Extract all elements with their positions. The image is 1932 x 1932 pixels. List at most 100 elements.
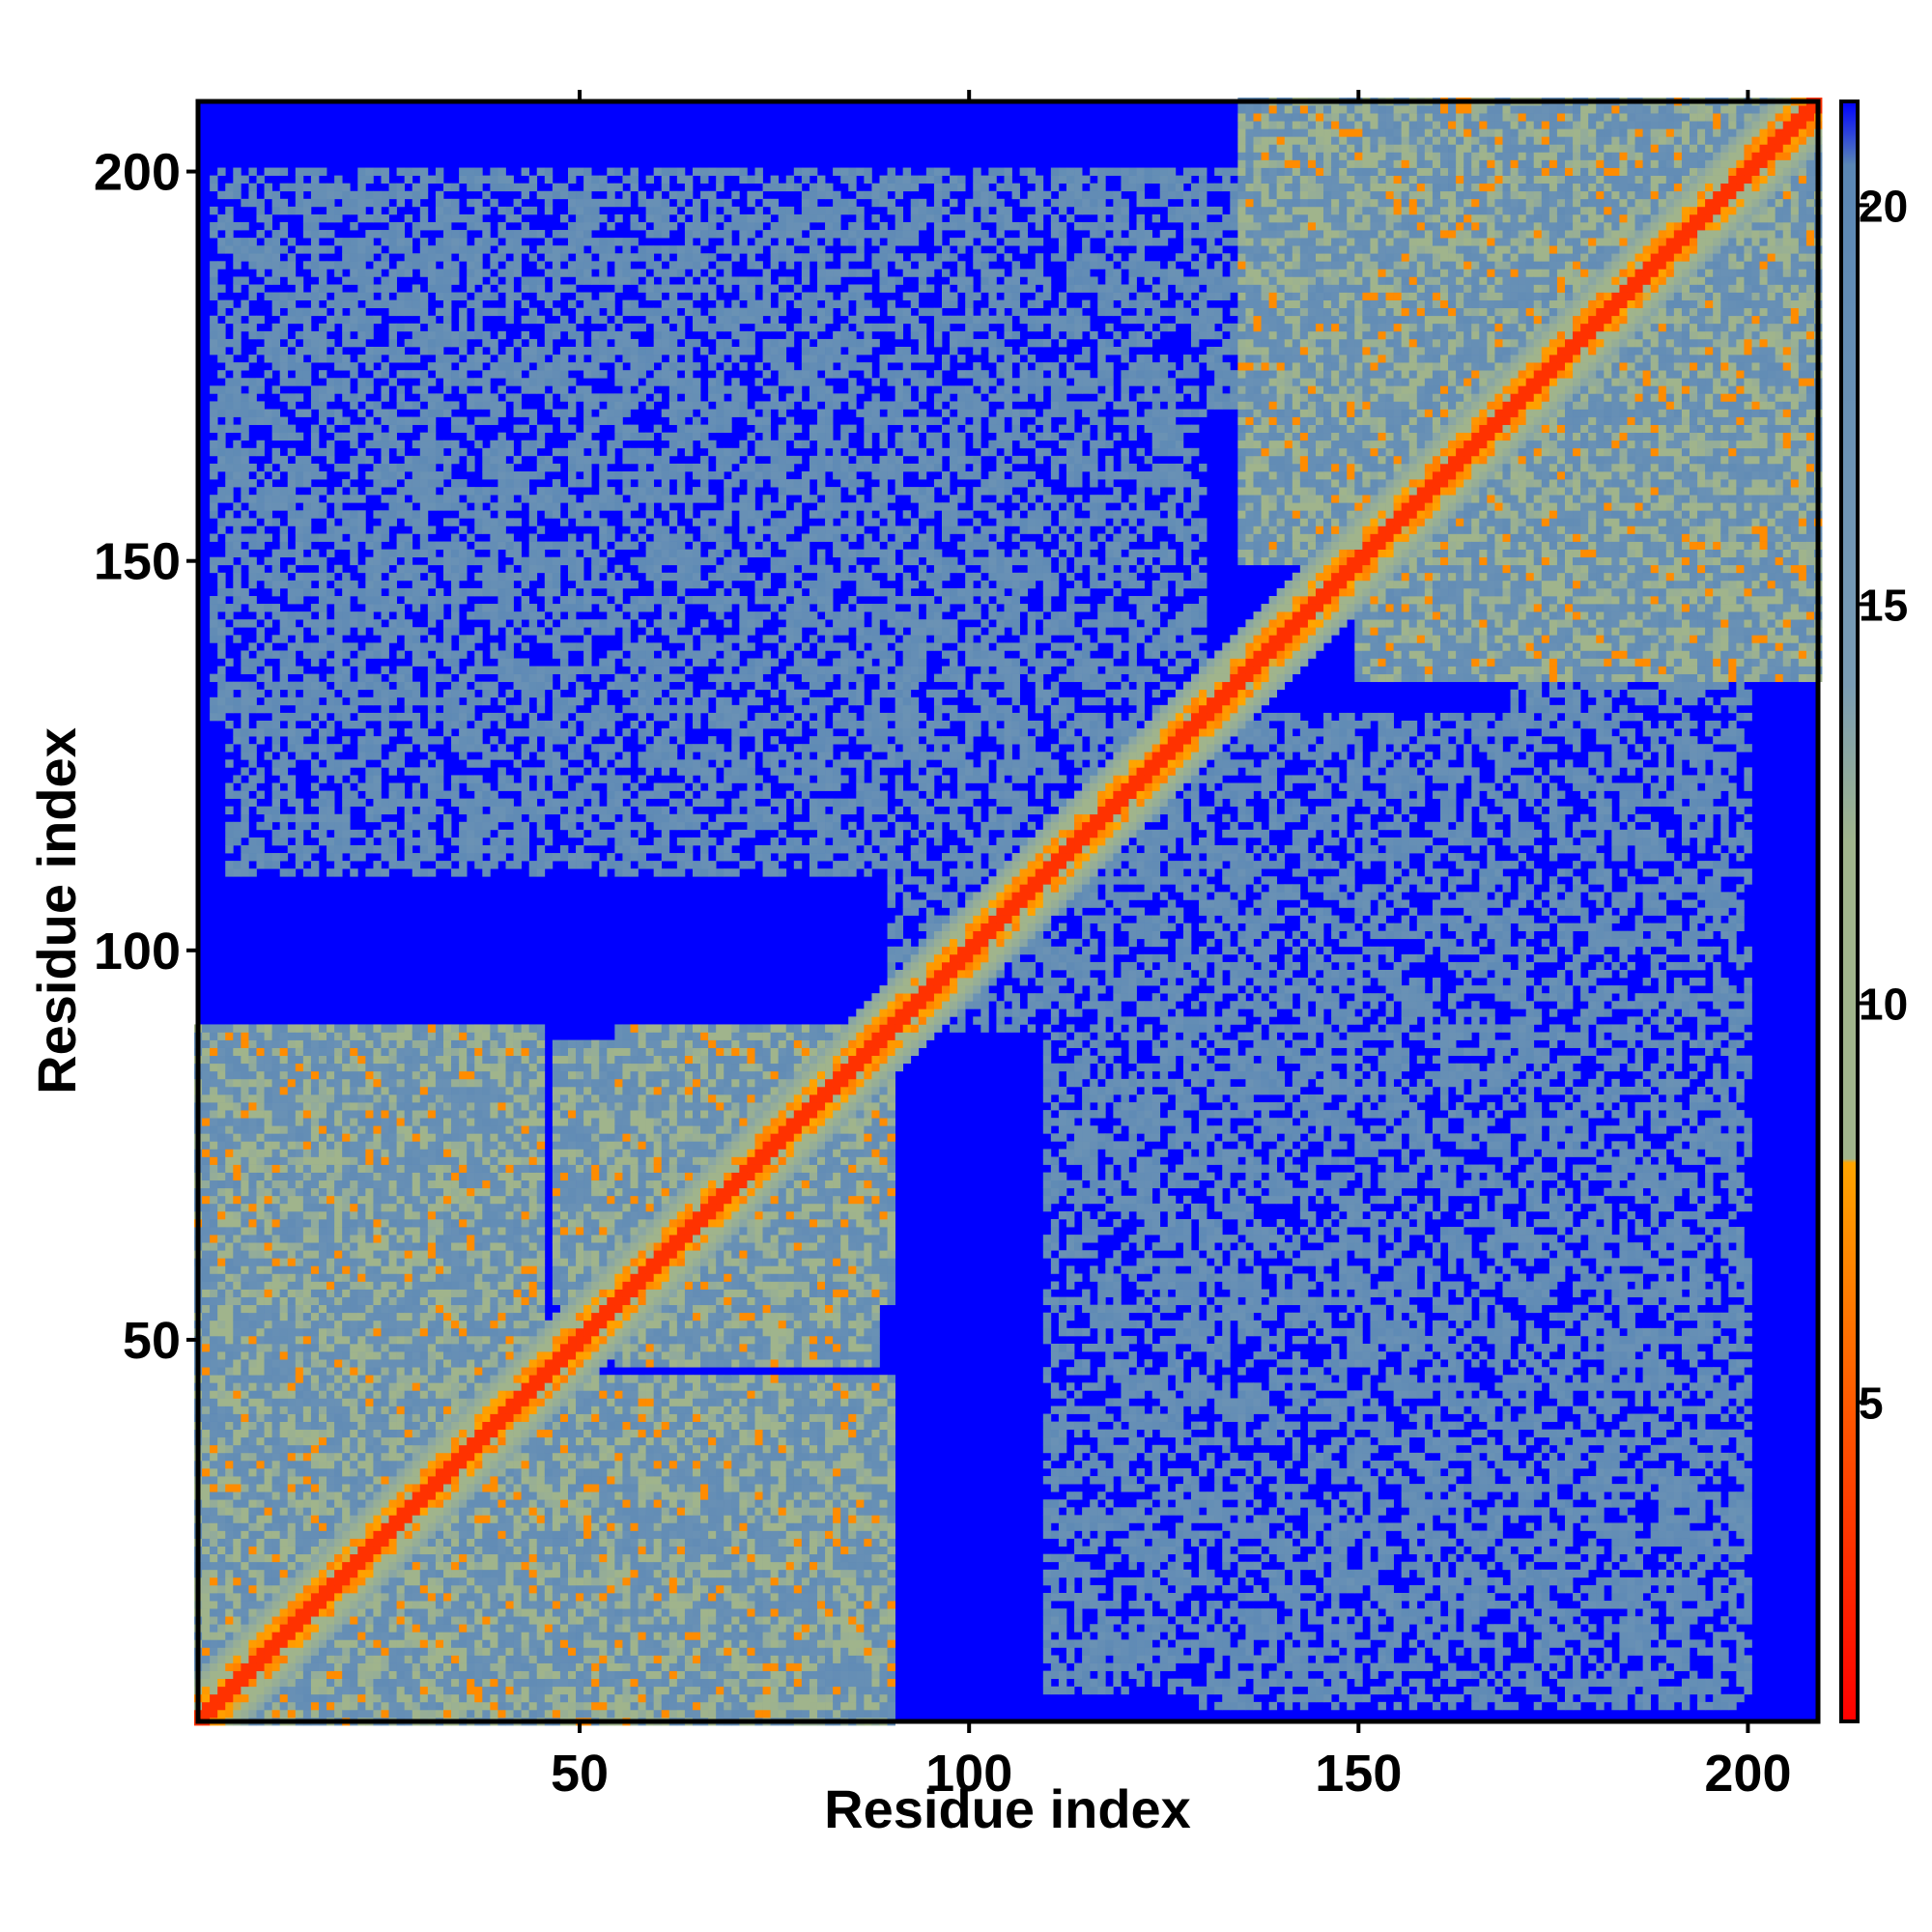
heatmap-cell xyxy=(388,330,397,340)
heatmap-cell xyxy=(396,1460,406,1469)
heatmap-cell xyxy=(388,1289,397,1297)
heatmap-cell xyxy=(327,658,335,667)
heatmap-cell xyxy=(318,1390,327,1399)
heatmap-cell xyxy=(350,868,358,877)
heatmap-cell xyxy=(318,1444,327,1454)
heatmap-cell xyxy=(318,416,327,425)
heatmap-cell xyxy=(419,1250,429,1259)
heatmap-cell xyxy=(241,1624,249,1633)
heatmap-cell xyxy=(302,455,312,465)
heatmap-cell xyxy=(327,1273,335,1282)
heatmap-cell xyxy=(365,330,374,340)
heatmap-cell xyxy=(412,463,421,472)
heatmap-cell xyxy=(412,790,421,799)
heatmap-cell xyxy=(225,1024,234,1033)
heatmap-cell xyxy=(342,1522,351,1531)
heatmap-cell xyxy=(248,1577,257,1586)
heatmap-cell xyxy=(357,269,366,277)
heatmap-cell xyxy=(310,1429,320,1438)
heatmap-cell xyxy=(318,1538,327,1547)
heatmap-cell xyxy=(427,1335,437,1345)
heatmap-cell xyxy=(295,1436,304,1446)
heatmap-cell xyxy=(279,198,289,208)
heatmap-cell xyxy=(381,1343,389,1352)
heatmap-cell xyxy=(451,1515,460,1523)
heatmap-cell xyxy=(442,658,452,667)
heatmap-cell xyxy=(310,1678,320,1688)
heatmap-cell xyxy=(404,1530,413,1539)
heatmap-cell xyxy=(225,424,234,434)
heatmap-cell xyxy=(412,1584,421,1594)
heatmap-cell xyxy=(302,572,312,582)
heatmap-cell xyxy=(459,1195,468,1205)
heatmap-cell xyxy=(271,1670,281,1680)
heatmap-cell xyxy=(350,307,358,317)
heatmap-cell xyxy=(350,1584,358,1594)
heatmap-cell xyxy=(459,1187,468,1197)
heatmap-cell xyxy=(427,1187,437,1197)
heatmap-cell xyxy=(373,1467,382,1477)
heatmap-cell xyxy=(241,1063,249,1072)
heatmap-cell xyxy=(342,1390,351,1399)
heatmap-cell xyxy=(427,1210,437,1220)
heatmap-cell xyxy=(302,1499,312,1508)
heatmap-cell xyxy=(310,1218,320,1228)
heatmap-cell xyxy=(373,1709,382,1719)
heatmap-cell xyxy=(365,1179,374,1189)
heatmap-cell xyxy=(404,213,413,223)
heatmap-cell xyxy=(310,673,320,683)
heatmap-cell xyxy=(342,1312,351,1321)
heatmap-cell xyxy=(365,752,374,760)
heatmap-cell xyxy=(435,245,444,254)
heatmap-cell xyxy=(202,1616,211,1625)
heatmap-cell xyxy=(334,853,343,862)
heatmap-cell xyxy=(442,1110,452,1119)
heatmap-cell xyxy=(241,487,249,496)
heatmap-cell xyxy=(264,1678,272,1688)
heatmap-cell xyxy=(210,1265,218,1274)
heatmap-cell xyxy=(357,167,366,176)
heatmap-cell xyxy=(396,1156,406,1165)
heatmap-cell xyxy=(310,1592,320,1602)
heatmap-cell xyxy=(381,167,389,176)
heatmap-cell xyxy=(287,1499,297,1508)
heatmap-cell xyxy=(350,1281,358,1290)
heatmap-cell xyxy=(350,1436,358,1446)
heatmap-cell xyxy=(287,1592,297,1602)
heatmap-cell xyxy=(412,440,421,449)
heatmap-cell xyxy=(241,307,249,317)
heatmap-cell xyxy=(396,1647,406,1656)
heatmap-cell xyxy=(287,736,297,745)
heatmap-cell xyxy=(451,1227,460,1236)
heatmap-cell xyxy=(442,1258,452,1266)
heatmap-cell xyxy=(279,1063,289,1072)
heatmap-cell xyxy=(459,1421,468,1431)
heatmap-cell xyxy=(310,1686,320,1695)
heatmap-cell xyxy=(302,1265,312,1274)
heatmap-cell xyxy=(427,837,437,846)
heatmap-cell xyxy=(327,1538,335,1547)
heatmap-cell xyxy=(334,1242,343,1251)
heatmap-cell xyxy=(302,1070,312,1080)
heatmap-cell xyxy=(451,1235,460,1243)
heatmap-cell xyxy=(451,276,460,285)
heatmap-cell xyxy=(381,704,389,714)
heatmap-cell xyxy=(264,1569,272,1578)
heatmap-cell xyxy=(279,1359,289,1368)
heatmap-cell xyxy=(318,712,327,722)
heatmap-cell xyxy=(388,1709,397,1719)
heatmap-cell xyxy=(225,1055,234,1065)
heatmap-cell xyxy=(279,1484,289,1492)
heatmap-cell xyxy=(388,440,397,449)
heatmap-cell xyxy=(342,1421,351,1431)
heatmap-cell xyxy=(357,1492,366,1500)
heatmap-cell xyxy=(318,1460,327,1469)
heatmap-cell xyxy=(302,1484,312,1492)
heatmap-cell xyxy=(233,1172,242,1181)
heatmap-cell xyxy=(442,1421,452,1431)
heatmap-cell xyxy=(442,1632,452,1640)
heatmap-cell xyxy=(381,1118,389,1126)
heatmap-cell xyxy=(342,330,351,340)
heatmap-cell xyxy=(264,253,272,262)
heatmap-cell xyxy=(327,689,335,698)
